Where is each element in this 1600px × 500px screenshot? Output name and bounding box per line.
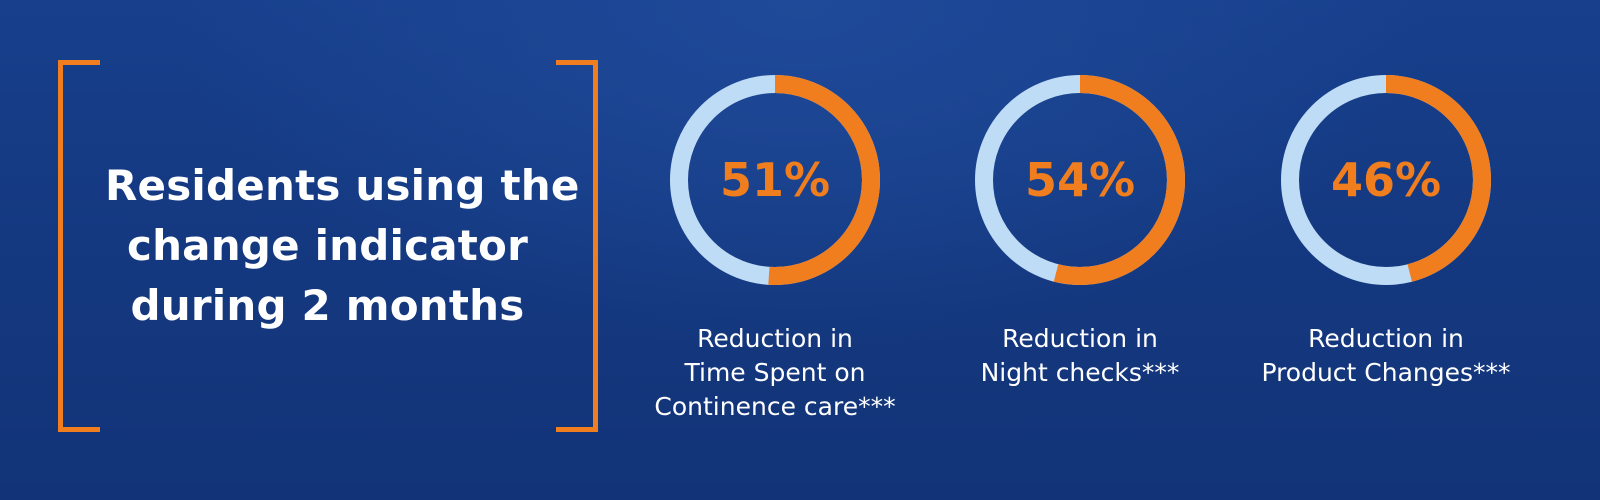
caption-time-spent: Reduction in Time Spent on Continence ca… xyxy=(625,322,925,424)
percent-night-checks: 54% xyxy=(1024,153,1136,207)
headline: Residents using the change indicator dur… xyxy=(105,156,580,336)
stat-night-checks: 54% Reduction in Night checks*** xyxy=(930,0,1230,500)
right-bracket xyxy=(556,60,598,432)
caption-line: Reduction in xyxy=(697,324,853,353)
donut-arc-product-changes xyxy=(1281,75,1491,285)
percent-time-spent: 51% xyxy=(719,153,831,207)
caption-line: Continence care*** xyxy=(654,392,896,421)
caption-product-changes: Reduction in Product Changes*** xyxy=(1236,322,1536,390)
stat-time-spent: 51% Reduction in Time Spent on Continenc… xyxy=(625,0,925,500)
stat-product-changes: 46% Reduction in Product Changes*** xyxy=(1236,0,1536,500)
caption-line: Reduction in xyxy=(1002,324,1158,353)
donut-arc-night-checks xyxy=(975,75,1185,285)
left-bracket xyxy=(58,60,100,432)
donut-arc-time-spent xyxy=(670,75,880,285)
donut-chart-time-spent xyxy=(670,75,880,285)
headline-line-3: during 2 months xyxy=(130,281,525,330)
caption-line: Product Changes*** xyxy=(1261,358,1511,387)
donut-chart-product-changes xyxy=(1281,75,1491,285)
donut-chart-night-checks xyxy=(975,75,1185,285)
caption-line: Reduction in xyxy=(1308,324,1464,353)
caption-line: Time Spent on xyxy=(684,358,866,387)
caption-line: Night checks*** xyxy=(980,358,1180,387)
headline-line-2: change indicator xyxy=(126,221,529,270)
headline-line-1: Residents using the xyxy=(105,161,580,210)
percent-product-changes: 46% xyxy=(1330,153,1442,207)
caption-night-checks: Reduction in Night checks*** xyxy=(930,322,1230,390)
